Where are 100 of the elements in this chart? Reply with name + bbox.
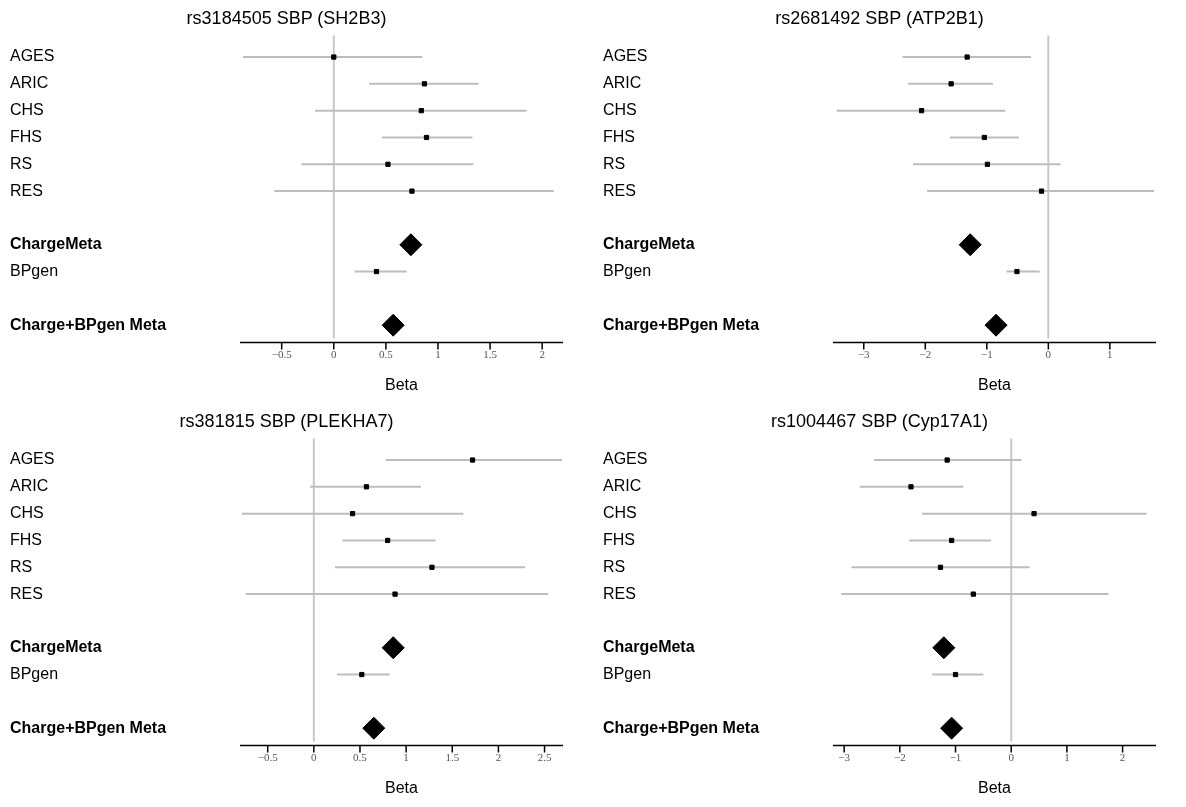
point: [932, 636, 956, 660]
y-tick-label: ARIC: [10, 74, 49, 92]
x-tick-label: 2: [539, 348, 545, 361]
point: [363, 484, 370, 490]
y-tick-label: CHS: [10, 504, 44, 522]
x-tick-label: −0.5: [271, 348, 293, 361]
point: [949, 537, 955, 544]
y-tick-label: ChargeMeta: [10, 638, 102, 656]
point: [469, 457, 476, 463]
y-tick-label: ChargeMeta: [603, 235, 695, 253]
x-tick-label: −0.5: [257, 751, 279, 764]
x-tick-label: 0: [331, 348, 338, 361]
point: [409, 188, 415, 194]
point: [908, 484, 914, 490]
x-tick-label: 0: [1045, 348, 1052, 361]
point: [1031, 511, 1037, 517]
x-tick-label: −2: [919, 348, 932, 361]
y-tick-label: FHS: [603, 530, 635, 548]
y-tick-label: Charge+BPgen Meta: [10, 718, 167, 736]
point: [385, 537, 391, 544]
point: [958, 233, 982, 257]
y-tick-label: BPgen: [603, 261, 652, 279]
point: [362, 716, 386, 740]
chart-title: rs2681492 SBP (ATP2B1): [775, 7, 984, 28]
point: [952, 671, 959, 678]
point: [1014, 268, 1020, 275]
point: [944, 457, 950, 463]
y-tick-label: RES: [10, 181, 43, 199]
y-tick-label: ChargeMeta: [603, 638, 695, 656]
x-tick-label: 2: [495, 751, 502, 764]
y-tick-label: AGES: [10, 450, 55, 468]
y-tick-label: RES: [10, 584, 43, 602]
point: [964, 54, 970, 60]
y-tick-label: RES: [603, 584, 636, 602]
y-tick-label: ARIC: [603, 74, 642, 92]
point: [940, 716, 964, 740]
point: [373, 268, 380, 275]
y-tick-label: RS: [603, 557, 626, 575]
y-tick-label: RS: [10, 557, 33, 575]
point: [1038, 188, 1045, 194]
y-tick-label: FHS: [10, 127, 42, 145]
x-tick-label: 1: [435, 348, 441, 361]
x-tick-label: −3: [838, 751, 851, 764]
y-tick-label: Charge+BPgen Meta: [603, 315, 760, 333]
point: [385, 161, 391, 167]
y-tick-label: BPgen: [603, 664, 652, 682]
point: [359, 671, 365, 678]
point: [937, 564, 944, 570]
x-axis-title: Beta: [385, 778, 419, 796]
x-tick-label: 1.5: [445, 751, 460, 764]
y-tick-label: FHS: [10, 530, 42, 548]
x-tick-label: 2.5: [537, 751, 552, 764]
point: [984, 161, 991, 167]
y-tick-label: CHS: [603, 101, 637, 119]
y-tick-label: AGES: [603, 450, 648, 468]
point: [349, 511, 356, 517]
point: [948, 81, 954, 87]
y-tick-label: Charge+BPgen Meta: [10, 315, 167, 333]
y-tick-label: RES: [603, 181, 636, 199]
point: [392, 591, 398, 597]
x-tick-label: 1.5: [483, 348, 498, 361]
y-tick-label: BPgen: [10, 261, 59, 279]
point: [970, 591, 976, 597]
point: [984, 313, 1008, 337]
chart-title: rs1004467 SBP (Cyp17A1): [771, 410, 988, 431]
point: [418, 108, 424, 114]
chart-title: rs381815 SBP (PLEKHA7): [179, 410, 394, 431]
x-tick-label: 0: [1008, 751, 1015, 764]
y-tick-label: CHS: [10, 101, 44, 119]
y-tick-label: AGES: [10, 47, 55, 65]
x-axis-title: Beta: [385, 375, 419, 393]
y-tick-label: ARIC: [603, 477, 642, 495]
x-axis-title: Beta: [978, 375, 1012, 393]
chart-title: rs3184505 SBP (SH2B3): [186, 7, 387, 28]
point: [331, 54, 337, 60]
x-tick-label: 2: [1119, 751, 1126, 764]
y-tick-label: RS: [10, 154, 33, 172]
y-tick-label: CHS: [603, 504, 637, 522]
x-tick-label: −1: [980, 348, 993, 361]
y-tick-label: RS: [603, 154, 626, 172]
x-tick-label: 1: [1064, 751, 1070, 764]
point: [423, 134, 430, 141]
x-tick-label: 0.5: [379, 348, 394, 361]
x-tick-label: −1: [949, 751, 962, 764]
point: [399, 233, 423, 257]
point: [421, 81, 428, 87]
point: [381, 636, 405, 660]
y-tick-label: FHS: [603, 127, 635, 145]
x-tick-label: −2: [893, 751, 906, 764]
point: [981, 134, 987, 141]
x-tick-label: 1: [403, 751, 409, 764]
point: [918, 108, 925, 114]
y-tick-label: ChargeMeta: [10, 235, 102, 253]
x-axis-title: Beta: [978, 778, 1012, 796]
y-tick-label: ARIC: [10, 477, 49, 495]
y-tick-label: BPgen: [10, 664, 59, 682]
x-tick-label: 1: [1107, 348, 1113, 361]
x-tick-label: 0: [311, 751, 318, 764]
y-tick-label: AGES: [603, 47, 648, 65]
point: [429, 564, 435, 570]
